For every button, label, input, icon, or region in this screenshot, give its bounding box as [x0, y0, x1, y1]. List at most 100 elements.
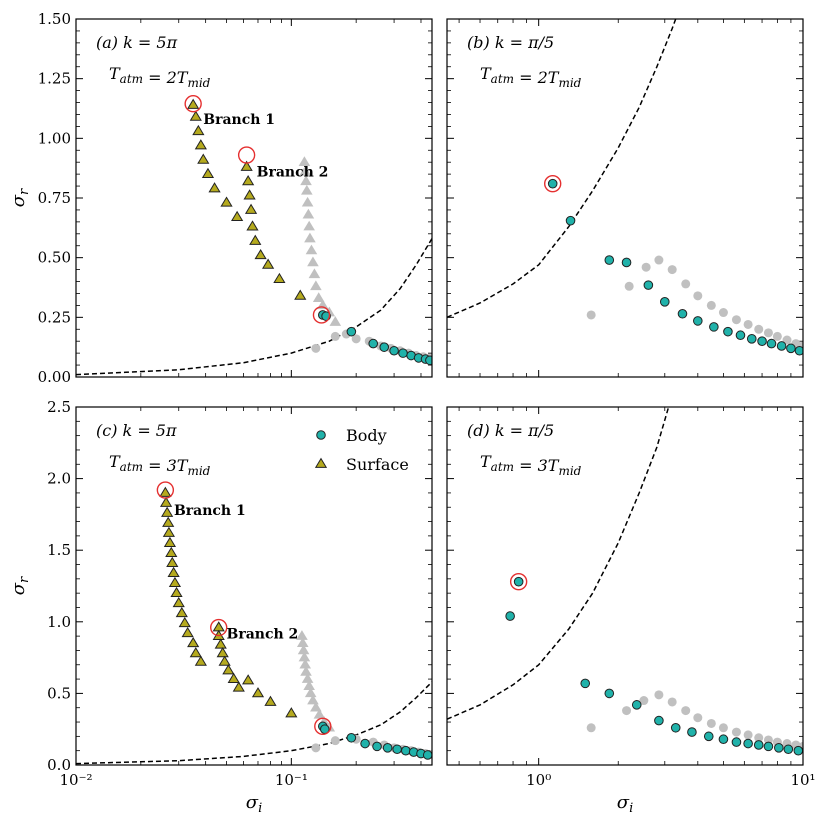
- ghost-circle-point: [624, 281, 634, 291]
- ghost-triangle-point: [296, 637, 309, 648]
- surface-point: [165, 546, 178, 557]
- surface-point: [232, 681, 245, 692]
- ghost-circle-point: [667, 697, 677, 707]
- ghost-triangle-point: [299, 658, 312, 669]
- x-tick-label: 10⁰: [526, 771, 551, 789]
- highlight-ring: [210, 618, 228, 637]
- ghost-circle-point: [667, 265, 677, 275]
- ghost-triangle-point: [329, 316, 342, 326]
- legend-surface-marker: [314, 457, 328, 468]
- body-point: [392, 744, 402, 755]
- critical-curve: [447, 407, 670, 720]
- surface-point: [170, 586, 183, 598]
- ghost-circle-point: [654, 690, 664, 700]
- y-tick-label: 1.5: [47, 541, 71, 559]
- body-point: [718, 734, 729, 745]
- surface-point: [189, 646, 202, 658]
- surface-point: [168, 576, 182, 588]
- panel-c: 0.0 0.5 1.0 1.5 2.0 2.5 10⁻² 10⁻¹ (c) k = 5π Tatm…: [47, 398, 433, 789]
- ghost-triangle-point: [310, 280, 322, 291]
- panel-d: 10⁰ 10¹ (d) k = π/5 Tatm = 3Tmid: [446, 406, 816, 789]
- ghost-circle-point: [763, 328, 773, 338]
- ghost-triangle-point: [296, 630, 308, 640]
- ghost-circle-point: [718, 308, 728, 318]
- highlight-ring: [156, 481, 175, 499]
- x-axis-label-left: σi: [246, 792, 262, 816]
- surface-point: [187, 98, 200, 109]
- surface-point: [197, 153, 210, 164]
- surface-point: [172, 596, 185, 608]
- x-tick-label: 10⁻²: [59, 771, 92, 789]
- ghost-circle-point: [693, 291, 703, 301]
- y-tick-label: 0.25: [38, 308, 71, 326]
- panel-tag: (a) k = 5π: [96, 33, 178, 52]
- surface-point: [242, 174, 255, 186]
- surface-point: [240, 160, 253, 171]
- x-axis-label-right: σi: [617, 792, 633, 816]
- surface-point: [162, 516, 175, 527]
- panel-temperature: Tatm = 3Tmid: [480, 452, 582, 478]
- ghost-triangle-point: [303, 220, 315, 231]
- surface-point: [194, 139, 207, 150]
- body-point: [400, 745, 411, 756]
- ghost-triangle-point: [301, 196, 314, 207]
- body-point: [565, 215, 576, 226]
- body-point: [368, 338, 379, 349]
- surface-point: [159, 496, 173, 507]
- data-layer: [76, 481, 432, 765]
- body-point: [654, 715, 664, 726]
- body-point: [783, 744, 794, 755]
- ghost-circle-point: [731, 315, 741, 325]
- surface-point: [208, 182, 221, 193]
- body-point: [580, 678, 591, 689]
- surface-point: [194, 655, 207, 666]
- y-tick-label: 0.00: [38, 368, 71, 386]
- surface-point: [181, 626, 194, 638]
- surface-point: [166, 556, 179, 567]
- ghost-circle-point: [586, 310, 596, 320]
- body-point: [346, 326, 357, 337]
- surface-point: [243, 189, 256, 200]
- panel-temperature: Tatm = 3Tmid: [109, 452, 211, 478]
- body-point: [786, 343, 796, 354]
- body-point: [398, 348, 408, 358]
- body-point: [360, 738, 370, 749]
- surface-point: [242, 674, 255, 685]
- body-point: [547, 178, 558, 189]
- surface-point: [231, 210, 244, 221]
- body-point: [346, 732, 357, 743]
- surface-point: [262, 258, 275, 269]
- ghost-circle-point: [311, 743, 321, 753]
- body-point: [670, 722, 681, 733]
- surface-point: [244, 203, 258, 214]
- body-point: [743, 738, 753, 749]
- ghost-circle-point: [330, 736, 340, 746]
- branch-label: Branch 1: [174, 503, 246, 519]
- ghost-circle-point: [743, 319, 753, 329]
- legend-surface-label: Surface: [346, 455, 409, 474]
- surface-point: [161, 506, 174, 517]
- ghost-circle-point: [754, 733, 764, 743]
- body-point: [774, 743, 784, 753]
- axes-frame: [75, 406, 433, 766]
- ghost-circle-point: [754, 324, 764, 334]
- ghost-triangle-point: [300, 175, 312, 186]
- body-point: [703, 731, 714, 742]
- branch-label: Branch 2: [257, 165, 329, 181]
- critical-curve: [76, 681, 432, 765]
- ghost-circle-point: [706, 718, 716, 728]
- body-point: [709, 322, 719, 332]
- y-tick-label: 0.50: [38, 249, 71, 267]
- ghost-circle-point: [718, 723, 728, 733]
- surface-point: [227, 672, 240, 683]
- ghost-triangle-point: [298, 651, 311, 662]
- y-tick-label: 0.5: [47, 684, 71, 702]
- y-tick-label: 0.75: [38, 189, 71, 207]
- body-point: [693, 316, 703, 326]
- data-layer: [76, 95, 432, 376]
- body-point: [687, 727, 697, 737]
- ghost-circle-point: [772, 331, 782, 341]
- y-tick-label: 1.00: [38, 129, 71, 147]
- ghost-triangle-point: [297, 644, 310, 655]
